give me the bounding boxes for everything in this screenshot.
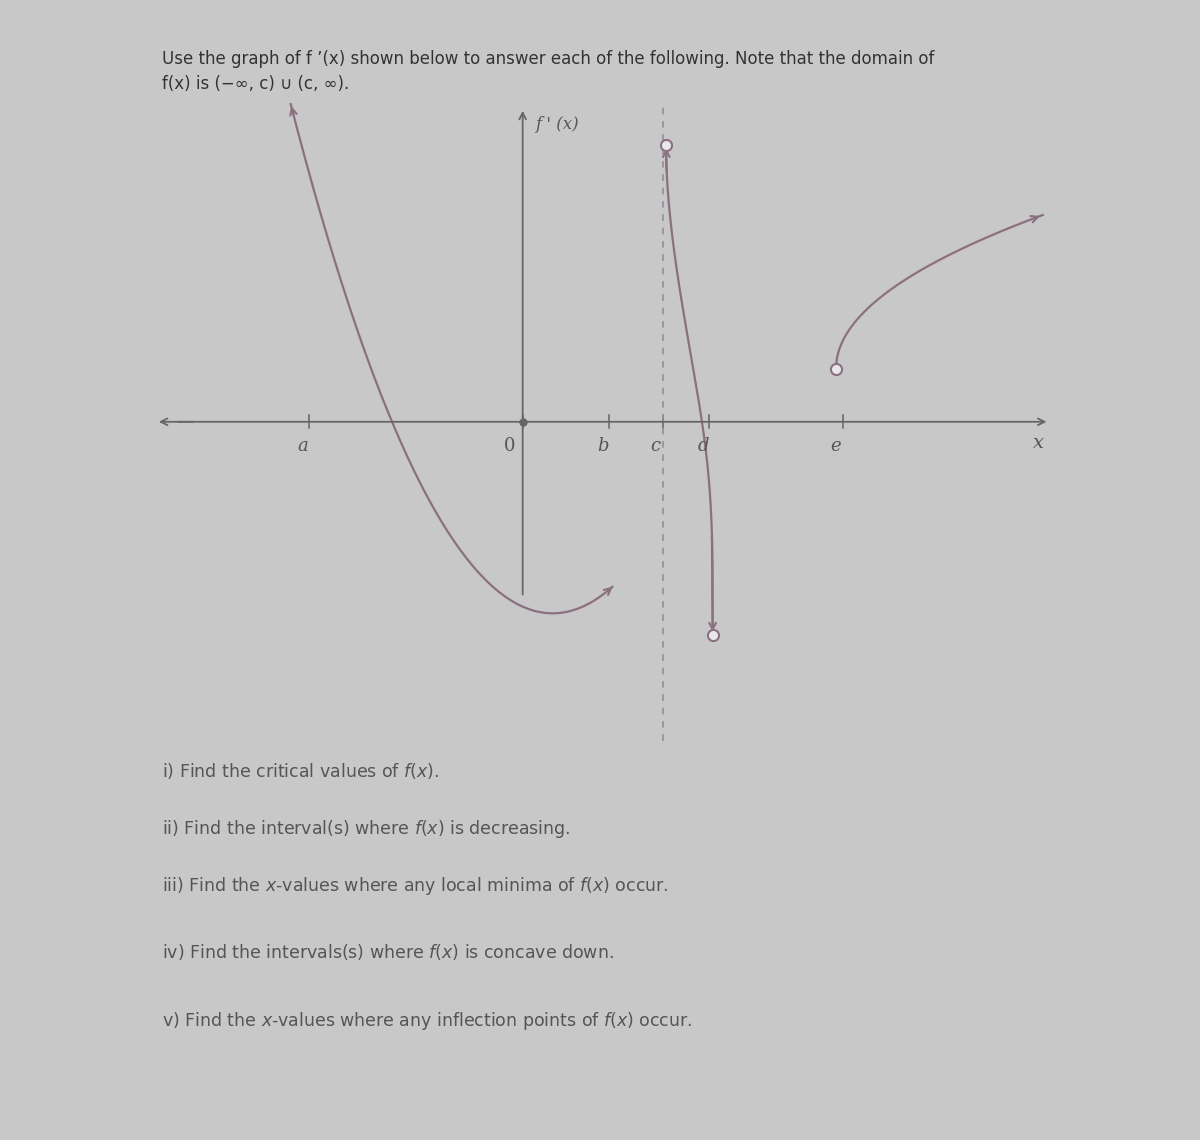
- Text: 0: 0: [504, 437, 516, 455]
- Text: ii) Find the interval(s) where $f(x)$ is decreasing.: ii) Find the interval(s) where $f(x)$ is…: [162, 819, 570, 840]
- Text: iii) Find the $x$-values where any local minima of $f(x)$ occur.: iii) Find the $x$-values where any local…: [162, 876, 668, 897]
- Text: f(x) is (−∞, c) ∪ (c, ∞).: f(x) is (−∞, c) ∪ (c, ∞).: [162, 75, 349, 93]
- Text: Use the graph of f ’(x) shown below to answer each of the following. Note that t: Use the graph of f ’(x) shown below to a…: [162, 50, 935, 68]
- Text: b: b: [598, 437, 608, 455]
- Text: c: c: [650, 437, 661, 455]
- Text: iv) Find the intervals(s) where $f(x)$ is concave down.: iv) Find the intervals(s) where $f(x)$ i…: [162, 942, 614, 962]
- Text: i) Find the critical values of $f(x)$.: i) Find the critical values of $f(x)$.: [162, 762, 439, 782]
- Text: v) Find the $x$-values where any inflection points of $f(x)$ occur.: v) Find the $x$-values where any inflect…: [162, 1010, 692, 1032]
- Text: e: e: [830, 437, 841, 455]
- Text: f ' (x): f ' (x): [535, 116, 578, 133]
- Text: a: a: [298, 437, 308, 455]
- Text: x: x: [1033, 434, 1044, 453]
- Text: d: d: [697, 437, 709, 455]
